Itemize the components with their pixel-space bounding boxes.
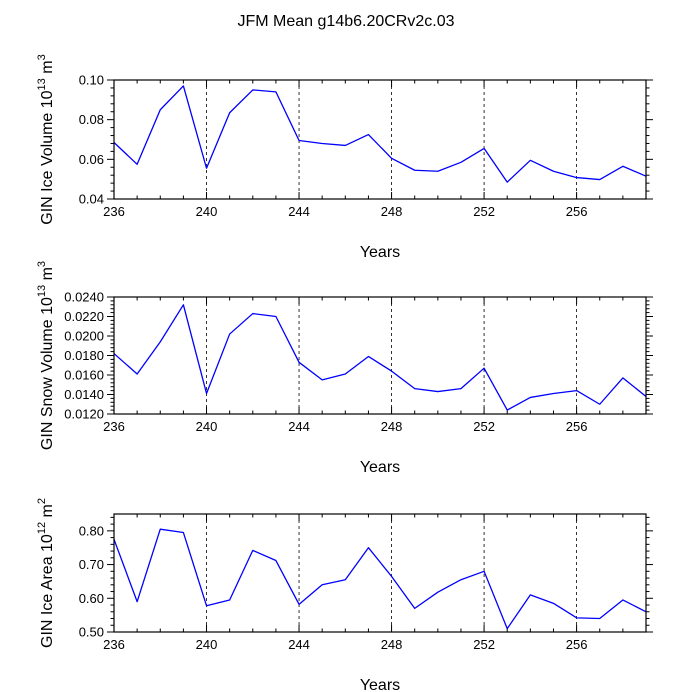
- x-tick-label: 248: [381, 419, 403, 434]
- x-tick-label: 236: [103, 637, 125, 652]
- y-tick-label: 0.50: [79, 625, 104, 640]
- y-tick-label: 0.0180: [64, 348, 104, 363]
- x-axis-title: Years: [360, 677, 400, 692]
- y-axis-title-part: GIN Snow Volume 10: [39, 297, 56, 450]
- y-tick-label: 0.60: [79, 591, 104, 606]
- y-tick-label: 0.06: [79, 152, 104, 167]
- y-tick-label: 0.04: [79, 192, 104, 207]
- chart-panel-2: 236 240 244 248 252 256 0.0120 0.0140 0.0160 0.01…: [36, 261, 653, 476]
- y-axis-title-superscript: 3: [36, 261, 48, 267]
- x-tick-label: 244: [288, 419, 310, 434]
- x-tick-label: 240: [196, 637, 218, 652]
- y-axis-title: GIN Snow Volume 1013 m3: [36, 261, 56, 450]
- x-tick-label: 244: [288, 637, 310, 652]
- data-line-series: [113, 304, 647, 411]
- plot-frame: [113, 296, 647, 415]
- y-tick-label: 0.0200: [64, 329, 104, 344]
- y-axis-title-part: GIN Ice Volume 10: [39, 90, 56, 224]
- y-axis-title: GIN Ice Area 1012 m2: [36, 498, 56, 648]
- y-axis-title-superscript: 13: [36, 285, 48, 297]
- y-axis-title-superscript: 12: [36, 522, 48, 534]
- data-line-series: [113, 85, 647, 183]
- chart-panel-3: 236 240 244 248 252 256 0.50 0.60 0.70 0.80 Years G…: [36, 498, 653, 692]
- y-tick-label: 0.0140: [64, 387, 104, 402]
- x-tick-label: 252: [473, 637, 495, 652]
- y-axis-title-superscript: 13: [36, 78, 48, 90]
- y-tick-label: 0.70: [79, 557, 104, 572]
- y-axis-title-superscript: 2: [36, 498, 48, 504]
- y-tick-label: 0.10: [79, 73, 104, 88]
- y-tick-label: 0.80: [79, 523, 104, 538]
- chart-title: JFM Mean g14b6.20CRv2c.03: [238, 13, 455, 30]
- x-tick-label: 240: [196, 204, 218, 219]
- x-tick-label: 256: [566, 419, 588, 434]
- x-tick-label: 256: [566, 637, 588, 652]
- x-axis-title: Years: [360, 459, 400, 476]
- y-tick-label: 0.0120: [64, 407, 104, 422]
- x-tick-label: 248: [381, 204, 403, 219]
- x-tick-label: 256: [566, 204, 588, 219]
- data-line-series: [113, 528, 647, 630]
- x-tick-label: 244: [288, 204, 310, 219]
- y-axis-title-superscript: 3: [36, 54, 48, 60]
- y-tick-label: 0.08: [79, 112, 104, 127]
- y-axis-title-part: GIN Ice Area 10: [39, 534, 56, 648]
- x-tick-label: 252: [473, 204, 495, 219]
- plot-frame: [113, 513, 647, 633]
- y-axis-title-part: m: [39, 60, 56, 78]
- x-tick-label: 252: [473, 419, 495, 434]
- x-axis-title: Years: [360, 244, 400, 261]
- y-axis-title-part: m: [39, 504, 56, 522]
- chart-panel-1: 236 240 244 248 252 256 0.04 0.06 0.08 0.10 Years G…: [36, 54, 653, 261]
- x-tick-label: 236: [103, 419, 125, 434]
- y-axis-title: GIN Ice Volume 1013 m3: [36, 54, 56, 224]
- plot-frame: [113, 79, 647, 200]
- y-axis-title-part: m: [39, 267, 56, 285]
- y-tick-label: 0.0160: [64, 368, 104, 383]
- x-tick-label: 236: [103, 204, 125, 219]
- y-tick-label: 0.0240: [64, 290, 104, 305]
- y-tick-label: 0.0220: [64, 309, 104, 324]
- x-tick-label: 248: [381, 637, 403, 652]
- x-tick-label: 240: [196, 419, 218, 434]
